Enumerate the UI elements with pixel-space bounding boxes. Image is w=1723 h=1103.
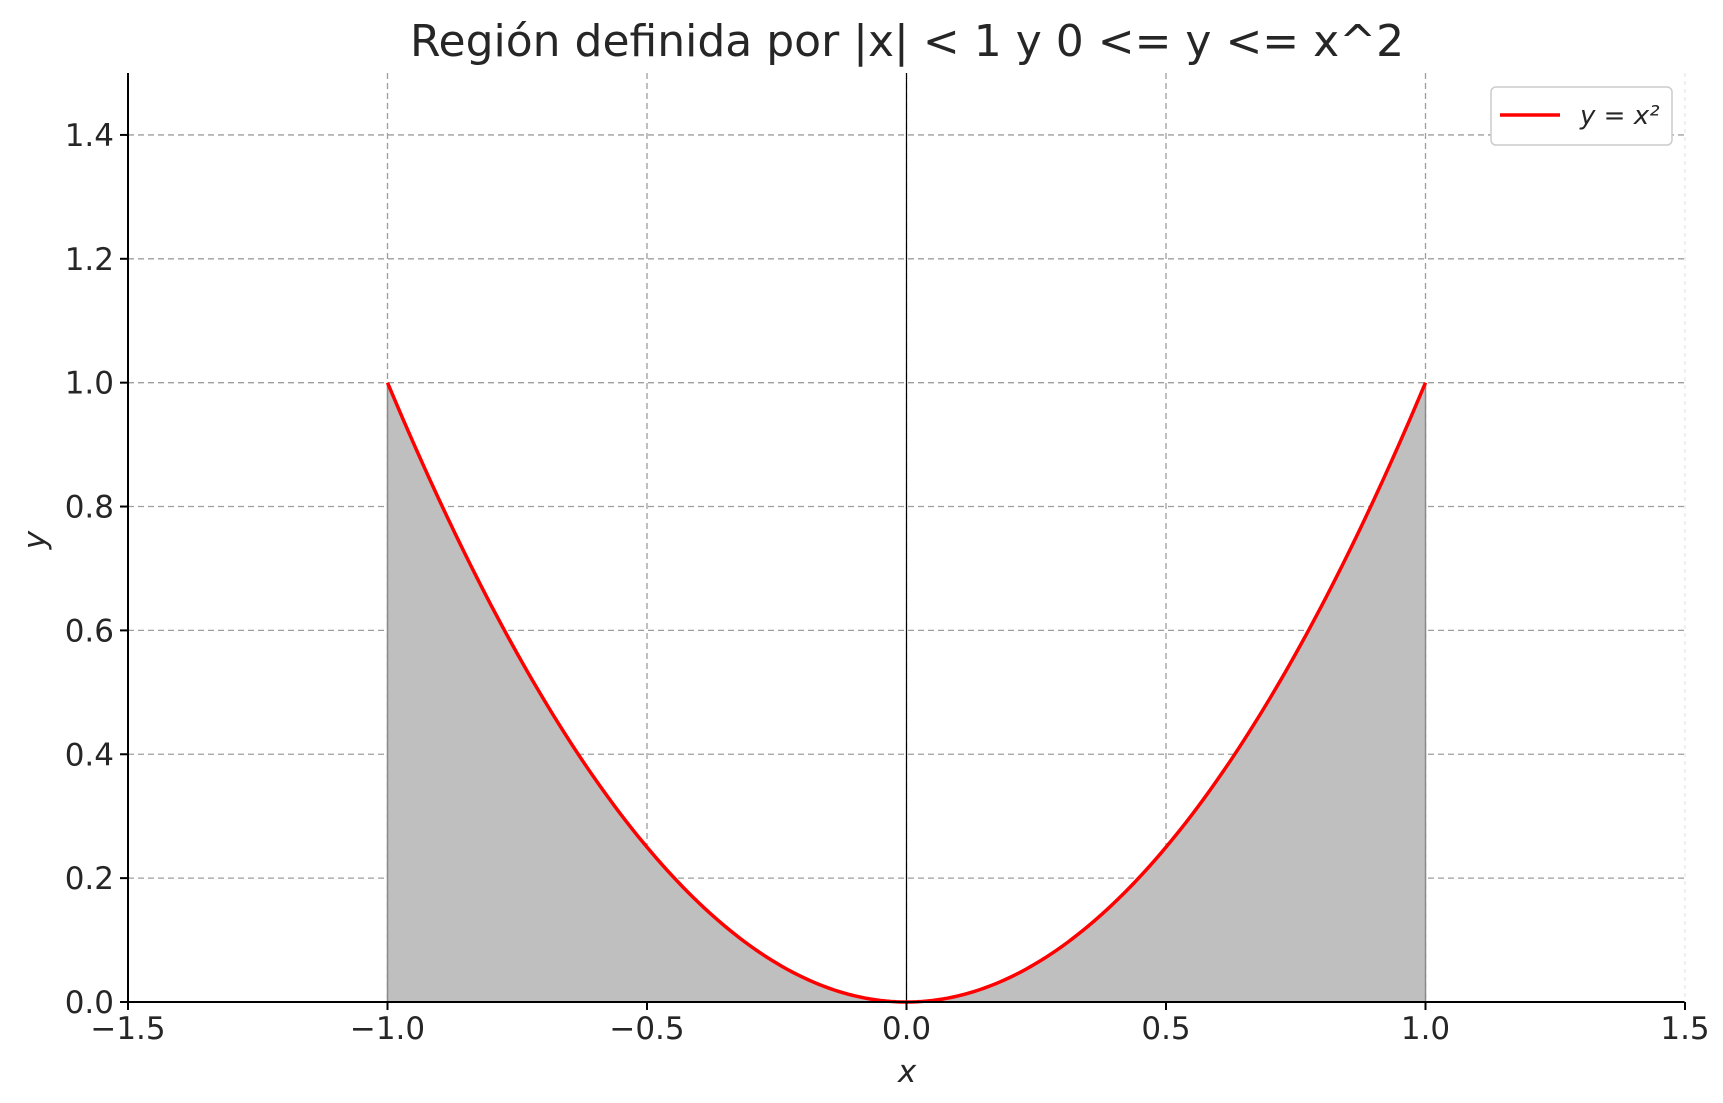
- axes: [120, 73, 1686, 1010]
- y-tick-label: 0.6: [65, 613, 114, 649]
- y-tick-label: 0.2: [65, 861, 114, 897]
- chart-title: Región definida por |x| < 1 y 0 <= y <= …: [410, 16, 1404, 67]
- tick-labels: −1.5 −1.0 −0.5 0.0 0.5 1.0 1.5 0.0 0.2 0.4 0.6 0.8 1…: [65, 118, 1710, 1047]
- shaded-region-layer: [386, 382, 1427, 1002]
- y-tick-label: 0.4: [65, 737, 114, 773]
- x-tick-label: −1.5: [90, 1011, 165, 1047]
- x-axis-label: x: [897, 1054, 917, 1090]
- y-tick-label: 0.0: [65, 985, 114, 1021]
- y-axis-label: y: [17, 530, 53, 550]
- x-tick-label: 1.0: [1401, 1011, 1450, 1047]
- x-tick-label: 1.5: [1660, 1011, 1709, 1047]
- x-tick-label: −0.5: [609, 1011, 684, 1047]
- y-tick-label: 1.2: [65, 242, 114, 278]
- x-tick-label: −1.0: [350, 1011, 425, 1047]
- y-tick-label: 0.8: [65, 490, 114, 526]
- x-tick-label: 0.0: [882, 1011, 931, 1047]
- shaded-region: [387, 382, 1426, 1002]
- legend: y = x²: [1490, 86, 1673, 146]
- x-tick-label: 0.5: [1141, 1011, 1190, 1047]
- y-tick-label: 1.0: [65, 366, 114, 402]
- legend-frame: [1490, 86, 1673, 146]
- legend-label: y = x²: [1579, 101, 1660, 131]
- y-tick-label: 1.4: [65, 118, 114, 154]
